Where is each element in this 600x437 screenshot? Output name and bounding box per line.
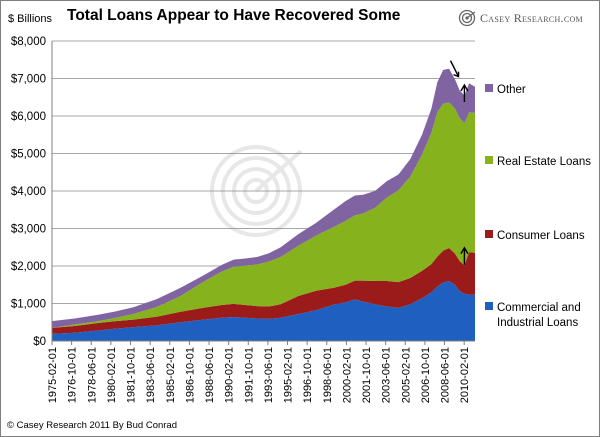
x-tick-label: 2005-02-01 [400, 347, 412, 403]
legend-label-other: Other [497, 84, 526, 96]
arrowhead [460, 83, 469, 92]
arrowhead [460, 246, 469, 255]
arrow-down-icon [449, 60, 460, 77]
x-tick-label: 1990-02-01 [224, 347, 236, 403]
legend-swatch-commercial [485, 302, 493, 310]
axes [51, 41, 475, 342]
legend-label-commercial: Commercial and [497, 302, 581, 314]
y-tick-labels: $0 $1,000 $2,000 $3,000 $4,000 $5,000 $6,000 $7… [11, 36, 46, 348]
legend-label-commercial: Industrial Loans [497, 317, 578, 329]
x-tick-labels: 1975-02-01 1976-10-01 1978-06-01 1980-02-01… [47, 341, 471, 403]
x-tick-label: 1978-06-01 [86, 347, 98, 403]
brand-logo: Casey Research.com [458, 9, 583, 27]
x-tick-label: 2008-06-01 [440, 347, 452, 403]
x-tick-label: 1986-10-01 [184, 347, 196, 403]
arrowhead [453, 71, 460, 78]
stacked-area-chart: $0 $1,000 $2,000 $3,000 $4,000 $5,000 $6,000 $7… [11, 36, 591, 403]
x-tick-label: 1983-06-01 [145, 347, 157, 403]
x-tick-label: 1975-02-01 [47, 347, 59, 403]
y-tick-label: $8,000 [11, 36, 46, 48]
chart-title: Total Loans Appear to Have Recovered Som… [67, 7, 401, 24]
y-tick-label: $3,000 [11, 224, 46, 236]
legend-swatch-real_estate [485, 156, 493, 164]
x-tick-label: 1993-06-01 [263, 347, 275, 403]
x-tick-label: 1976-10-01 [67, 347, 79, 403]
x-tick-label: 1981-10-01 [126, 347, 138, 403]
x-tick-label: 2003-06-01 [381, 347, 393, 403]
annotations [449, 60, 469, 265]
x-tick-label: 1995-02-01 [283, 347, 295, 403]
legend-label-consumer: Consumer Loans [497, 230, 585, 242]
x-tick-label: 1985-02-01 [165, 347, 177, 403]
y-tick-label: $1,000 [11, 299, 46, 311]
y-tick-label: $0 [33, 336, 46, 348]
legend-swatch-consumer [485, 230, 493, 238]
y-tick-label: $5,000 [11, 149, 46, 161]
x-tick-label: 1988-06-01 [204, 347, 216, 403]
x-tick-label: 1998-06-01 [322, 347, 334, 403]
x-tick-label: 1980-02-01 [106, 347, 118, 403]
series-areas [52, 68, 475, 341]
legend-label-real_estate: Real Estate Loans [497, 156, 591, 168]
brand-text: Casey Research.com [480, 10, 583, 25]
area-commercial [52, 281, 475, 341]
y-tick-label: $2,000 [11, 261, 46, 273]
x-tick-label: 2001-10-01 [361, 347, 373, 403]
x-tick-label: 1996-10-01 [302, 347, 314, 403]
copyright-footer: © Casey Research 2011 By Bud Conrad [7, 420, 177, 431]
y-axis-unit-label: $ Billions [8, 13, 53, 25]
y-tick-label: $6,000 [11, 111, 46, 123]
legend-swatch-other [485, 84, 493, 92]
casey-research-logo-icon [458, 9, 476, 27]
area-real_estate [52, 102, 475, 328]
x-tick-label: 2010-02-01 [459, 347, 471, 403]
y-tick-label: $7,000 [11, 74, 46, 86]
y-tick-label: $4,000 [11, 186, 46, 198]
legend: Commercial and Industrial Loans Consumer L… [485, 84, 591, 329]
area-consumer [52, 248, 475, 334]
x-tick-label: 2006-10-01 [420, 347, 432, 403]
x-tick-label: 1991-10-01 [243, 347, 255, 403]
x-tick-label: 2000-02-01 [341, 347, 353, 403]
